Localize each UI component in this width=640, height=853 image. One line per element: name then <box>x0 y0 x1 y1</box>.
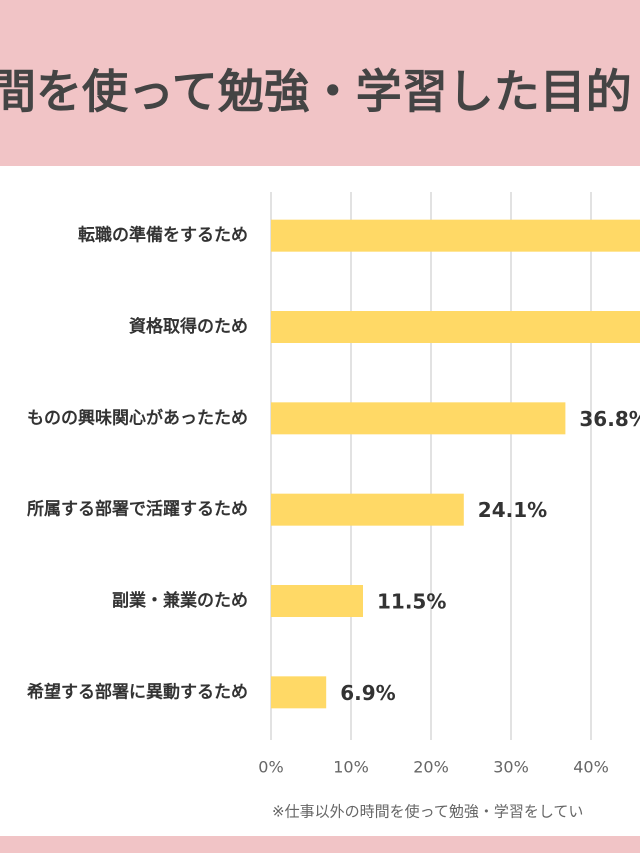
header-band <box>0 0 640 166</box>
x-tick-label: 0% <box>258 758 283 777</box>
y-tick-label: ものの興味関心があったため <box>27 407 248 428</box>
x-tick-label: 10% <box>333 758 369 777</box>
bar <box>271 402 566 435</box>
x-tick-label: 30% <box>493 758 529 777</box>
y-tick-label: 所属する部署で活躍するため <box>27 499 248 520</box>
value-label: 24.1% <box>478 498 547 522</box>
x-tick-label: 20% <box>413 758 449 777</box>
bar <box>271 676 327 709</box>
note: ※仕事以外の時間を使って勉強・学習をしてい <box>272 803 583 821</box>
x-tick-label: 40% <box>573 758 609 777</box>
y-tick-label: 転職の準備をするため <box>78 225 248 246</box>
y-tick-label: 副業・兼業のため <box>112 590 248 611</box>
bar <box>271 219 640 252</box>
bar <box>271 585 363 617</box>
value-label: 36.8% <box>579 407 640 431</box>
value-label: 6.9% <box>340 681 395 705</box>
bar <box>271 311 640 343</box>
bar <box>271 493 464 526</box>
value-label: 11.5% <box>377 590 446 614</box>
y-tick-label: 資格取得のため <box>129 316 248 337</box>
footer-band <box>0 836 640 853</box>
y-tick-label: 希望する部署に異動するため <box>27 681 248 702</box>
chart-title: 間を使って勉強・学習した目的 <box>0 65 632 119</box>
